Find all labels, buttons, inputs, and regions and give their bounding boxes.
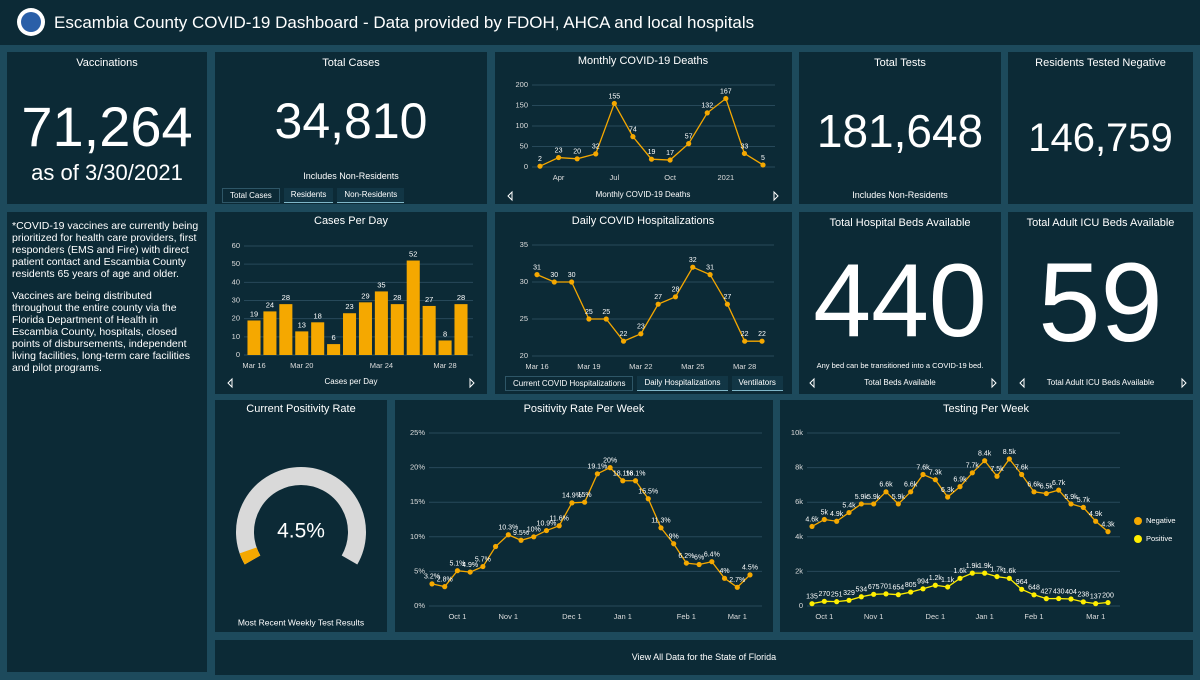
card-value: 181,648 [816, 105, 984, 157]
tab[interactable]: Current COVID Hospitalizations [505, 376, 634, 391]
footer-link[interactable]: View All Data for the State of Florida [631, 652, 777, 662]
vaccinations-card: Vaccinations 71,264 as of 3/30/2021 [7, 52, 207, 204]
note-text: Vaccines are being distributed throughou… [12, 290, 190, 374]
testing-panel [780, 400, 1193, 632]
total-tests-card: Total Tests 181,648 Includes Non-Residen… [799, 52, 1001, 204]
card-title: Total Hospital Beds Available [829, 217, 971, 229]
header-title: Escambia County COVID-19 Dashboard - Dat… [54, 13, 755, 32]
card-caption: Total Adult ICU Beds Available [1046, 378, 1155, 387]
tab[interactable]: Daily Hospitalizations [637, 376, 728, 391]
tab[interactable]: Ventilators [731, 376, 783, 391]
cases-per-day-panel [215, 212, 487, 394]
card-subtitle: Includes Non-Residents [852, 190, 948, 200]
gauge-panel [215, 400, 387, 632]
note-panel: *COVID-19 vaccines are currently being p… [7, 212, 207, 672]
card-value: 34,810 [274, 93, 428, 149]
hospital-beds-card: Total Hospital Beds Available 440 Any be… [799, 212, 1001, 394]
logo [17, 8, 45, 36]
footer: View All Data for the State of Florida [215, 640, 1193, 675]
card-title: Residents Tested Negative [1035, 57, 1166, 69]
icu-beds-card: Total Adult ICU Beds Available 59 Total … [1008, 212, 1193, 394]
card-value: 59 [1038, 240, 1163, 365]
deaths-panel [495, 52, 792, 204]
hospitalizations-panel: Current COVID Hospitalizations Daily Hos… [495, 212, 792, 394]
card-title: Total Tests [874, 57, 926, 69]
card-caption: Total Beds Available [864, 378, 936, 387]
tab[interactable]: Residents [283, 188, 334, 203]
card-subtitle: Includes Non-Residents [303, 171, 399, 181]
residents-negative-card: Residents Tested Negative 146,759 [1008, 52, 1193, 204]
card-title: Total Cases [322, 57, 380, 69]
card-value: 71,264 [21, 95, 193, 158]
tab[interactable]: Total Cases [222, 188, 280, 203]
tab[interactable]: Non-Residents [337, 188, 405, 203]
total-cases-card: Total Cases 34,810 Includes Non-Resident… [215, 52, 487, 204]
card-subtitle: Any bed can be transitioned into a COVID… [816, 361, 984, 370]
card-title: Total Adult ICU Beds Available [1026, 217, 1175, 229]
card-subtitle: as of 3/30/2021 [31, 160, 183, 185]
note-text: *COVID-19 vaccines are currently being p… [12, 220, 199, 280]
positivity-panel [395, 400, 773, 632]
header: Escambia County COVID-19 Dashboard - Dat… [0, 0, 1200, 45]
card-value: 440 [813, 243, 987, 359]
card-title: Vaccinations [76, 57, 138, 69]
card-value: 146,759 [1028, 116, 1173, 160]
